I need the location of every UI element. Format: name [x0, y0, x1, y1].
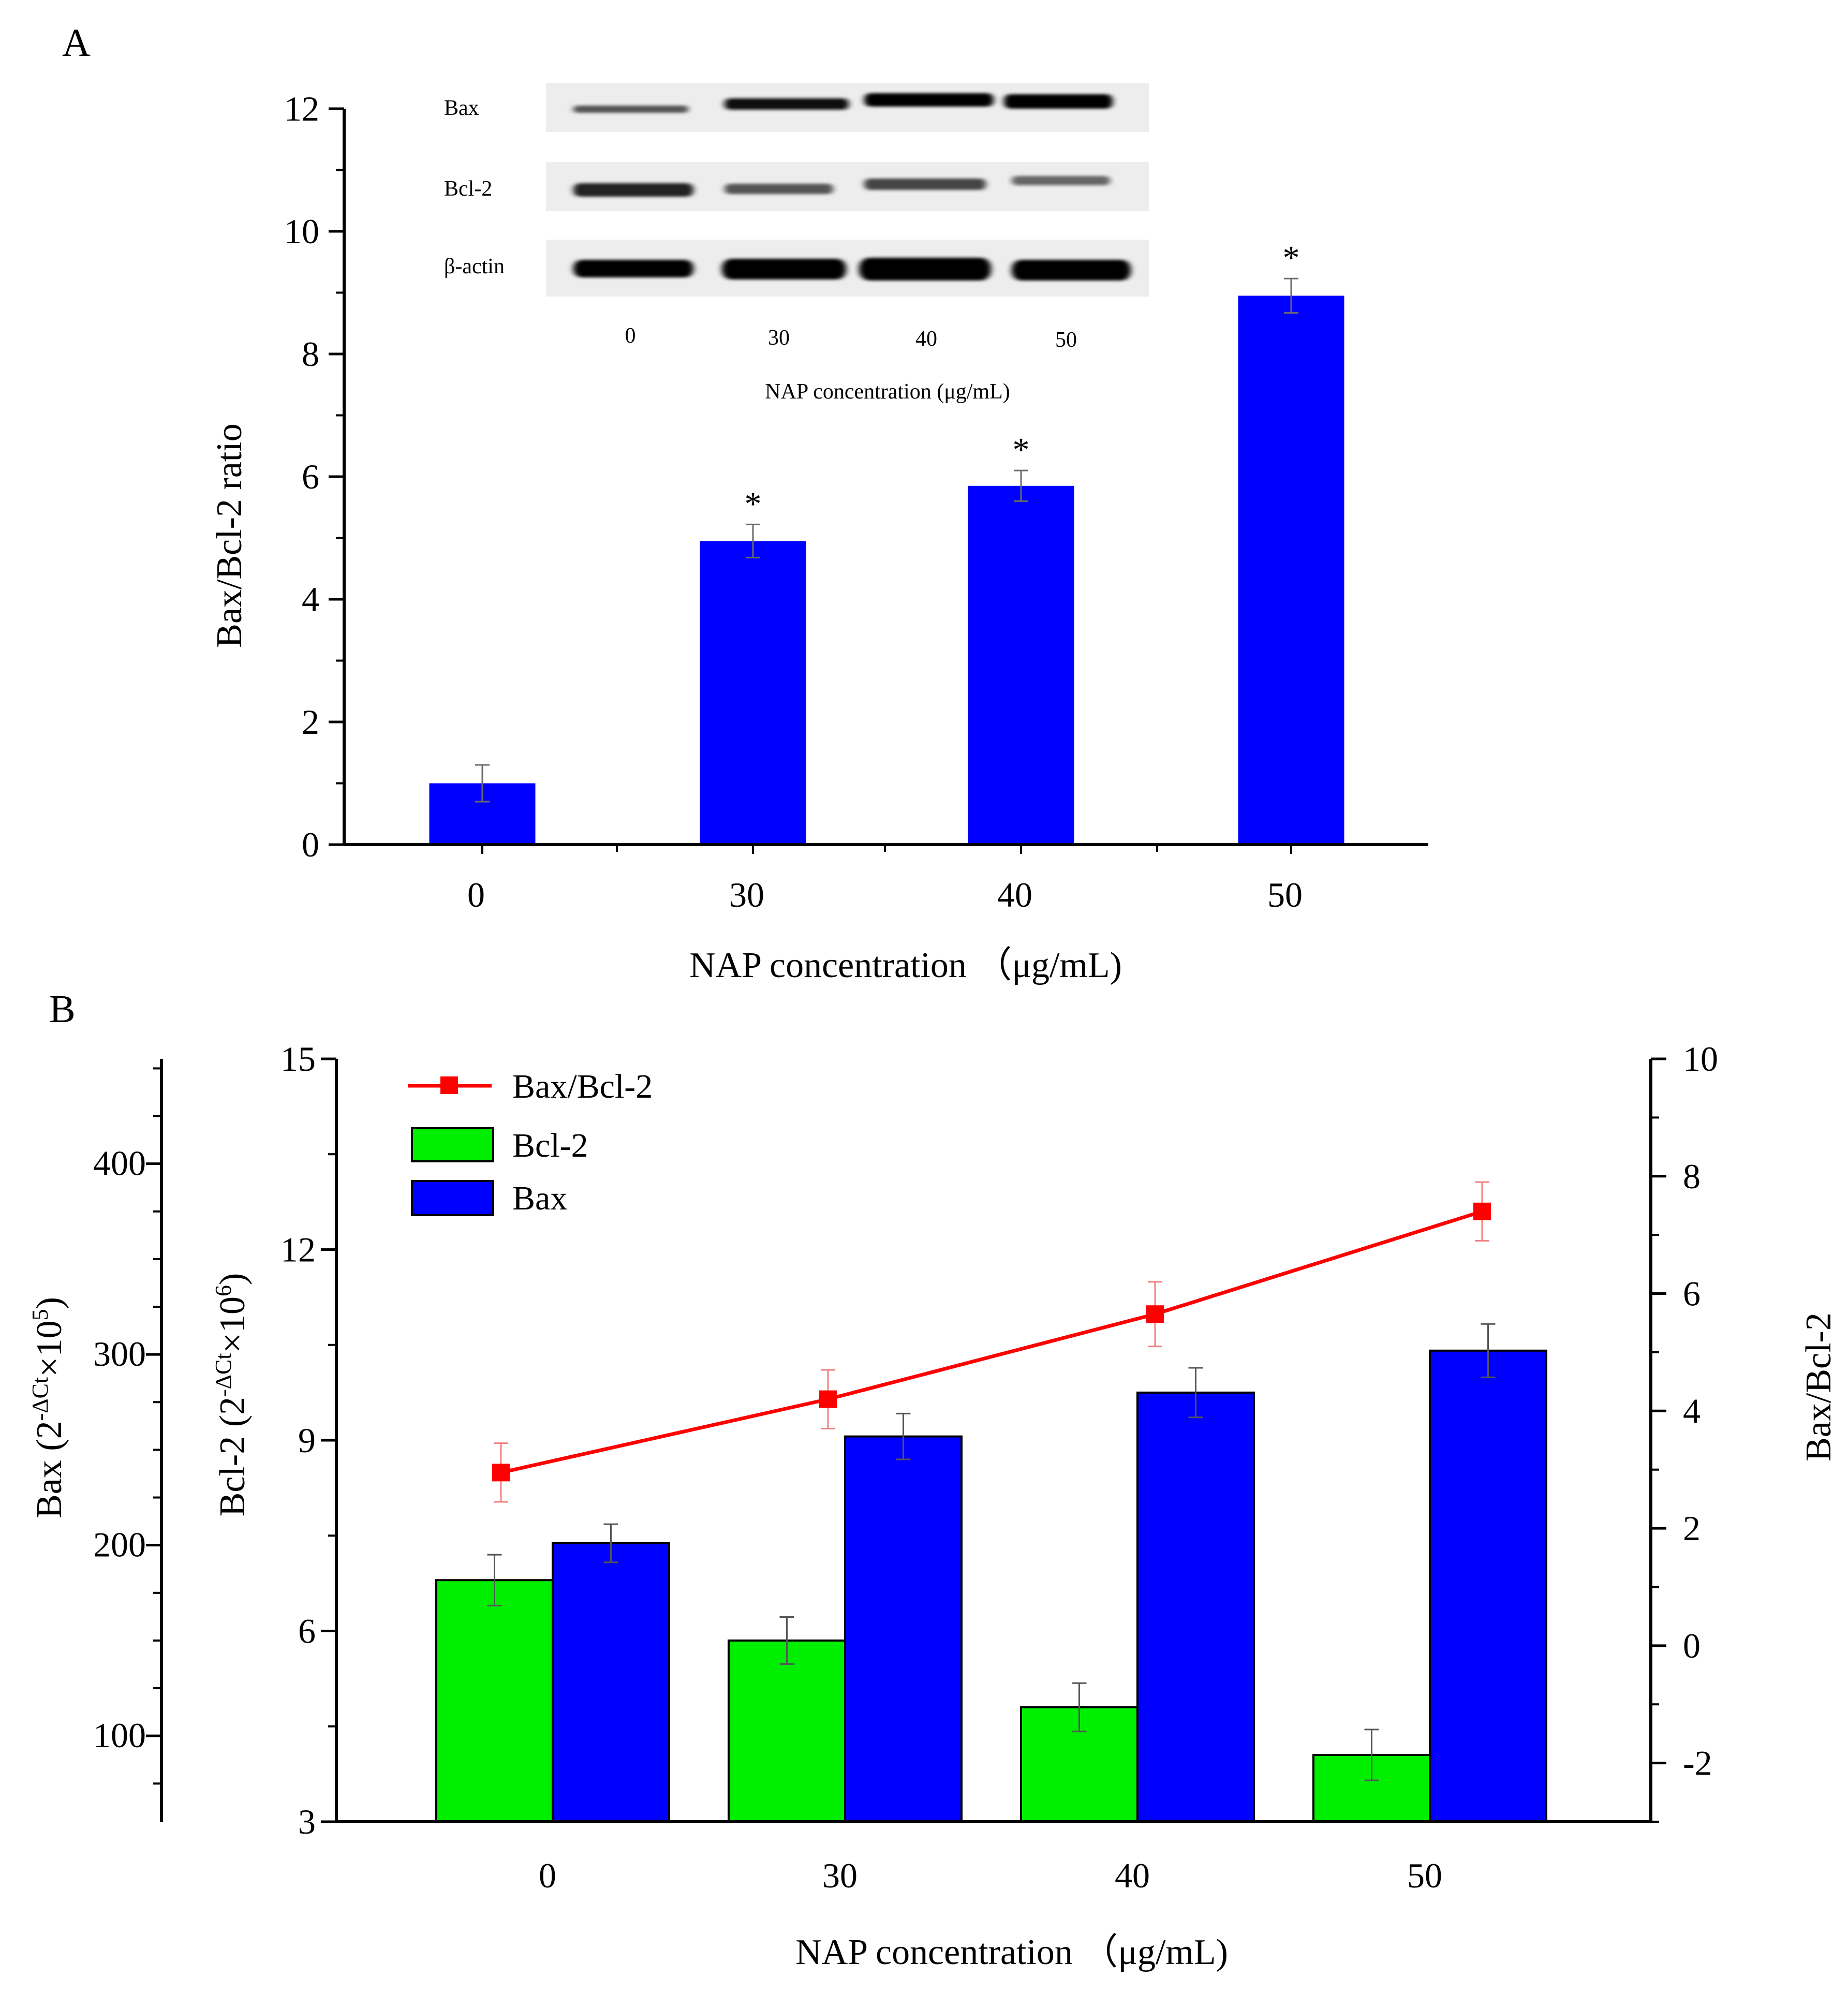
y-tick-label: 2 — [1683, 1509, 1701, 1548]
legend-label-bax: Bax — [512, 1179, 567, 1217]
panel-a-label: A — [62, 21, 91, 65]
blot-band — [573, 260, 693, 277]
x-tick-label: 50 — [1407, 1856, 1442, 1895]
y-tick-label: 9 — [298, 1421, 316, 1460]
y-tick-label: -2 — [1683, 1744, 1712, 1783]
blot-band — [1012, 176, 1110, 185]
panel-b-ratio-line — [492, 1181, 1491, 1503]
bar-bcl2 — [435, 1579, 554, 1823]
significance-star: * — [1283, 239, 1300, 277]
panel-b-ratio-axis-title: Bax/Bcl-2 — [1799, 1312, 1839, 1461]
blot-lane-label: 40 — [915, 327, 937, 351]
panel-b-x-title: NAP concentration （μg/mL) — [795, 1932, 1228, 1972]
panel-a-bars — [429, 296, 1344, 845]
blot-lane-label: 30 — [768, 326, 790, 350]
bar-bcl2 — [728, 1639, 846, 1823]
panel-b-bax-axis-title: Bax (2-ΔCt×105) — [27, 1297, 69, 1518]
y-tick-label: 12 — [280, 1230, 316, 1269]
ratio-point — [819, 1390, 837, 1408]
bar-bax — [1429, 1349, 1547, 1823]
panel-b: B 100 200 300 400 3 6 9 12 15 -2 0 2 4 6 8 10 0 30 40 50… — [27, 987, 1839, 1972]
panel-a-x-axis: 0 30 40 50 — [344, 843, 1428, 914]
panel-b-bars — [435, 1349, 1547, 1823]
y-tick-label: 15 — [280, 1039, 316, 1079]
panel-b-x-axis: 0 30 40 50 — [336, 1820, 1651, 1895]
blot-row-label-bcl2: Bcl-2 — [444, 177, 492, 201]
y-tick-label: 3 — [298, 1802, 316, 1841]
bar-bax — [844, 1435, 963, 1823]
x-tick-label: 0 — [467, 875, 485, 914]
y-tick-label: 0 — [1683, 1626, 1701, 1665]
blot-x-title: NAP concentration (μg/mL) — [765, 380, 1010, 404]
legend-marker-swatch — [440, 1076, 458, 1094]
bar-bax — [552, 1542, 670, 1823]
x-tick-label: 0 — [539, 1856, 556, 1895]
y-tick-label: 6 — [298, 1612, 316, 1651]
y-tick-label: 6 — [302, 457, 319, 496]
blot-band — [859, 258, 991, 281]
y-tick-label: 12 — [284, 89, 319, 128]
ratio-point — [1146, 1305, 1164, 1323]
y-tick-label: 10 — [1683, 1039, 1718, 1079]
panel-a-errorbars — [475, 277, 1298, 803]
y-tick-label: 8 — [302, 334, 319, 374]
blot-band — [722, 259, 846, 279]
panel-b-outer-y-axis: 100 200 300 400 — [93, 1059, 163, 1822]
bar — [968, 485, 1074, 845]
y-tick-label: 4 — [1683, 1391, 1701, 1430]
panel-a-x-title: NAP concentration （μg/mL) — [689, 946, 1122, 985]
legend-bax-swatch — [411, 1180, 494, 1216]
ratio-point — [1473, 1202, 1491, 1220]
blot-band — [864, 179, 986, 190]
blot-band — [725, 184, 833, 194]
y-tick-label: 10 — [284, 212, 319, 251]
blot-band — [864, 93, 994, 107]
panel-b-inner-y-axis: 3 6 9 12 15 — [280, 1039, 338, 1841]
panel-b-errorbars — [487, 1323, 1496, 1781]
panel-a-y-title: Bax/Bcl-2 ratio — [210, 423, 249, 648]
y-tick-label: 4 — [302, 580, 319, 619]
x-tick-label: 50 — [1267, 875, 1303, 914]
y-tick-label: 0 — [302, 825, 319, 864]
y-tick-label: 200 — [93, 1525, 146, 1564]
bar — [700, 541, 806, 845]
y-tick-label: 100 — [93, 1716, 146, 1755]
y-tick-label: 2 — [302, 702, 319, 742]
blot-lane-label: 50 — [1055, 328, 1077, 352]
x-tick-label: 40 — [997, 875, 1032, 914]
y-tick-label: 6 — [1683, 1274, 1701, 1313]
panel-b-label: B — [49, 987, 76, 1031]
blot-band — [1004, 94, 1113, 109]
significance-star: * — [1013, 431, 1030, 469]
blot-band — [573, 183, 693, 197]
y-tick-label: 8 — [1683, 1157, 1701, 1196]
panel-a: A * * * 0 2 4 6 8 10 12 0 30 40 50 NAP concentratio… — [62, 21, 1428, 985]
legend-label-bcl2: Bcl-2 — [512, 1127, 588, 1164]
legend-label-ratio: Bax/Bcl-2 — [512, 1068, 653, 1105]
bar-bax — [1136, 1391, 1255, 1823]
blot-row-label-bax: Bax — [444, 96, 479, 120]
blot-row-label-actin: β-actin — [444, 255, 505, 278]
significance-star: * — [745, 485, 762, 523]
blot-band — [725, 98, 849, 110]
blot-band — [1012, 260, 1131, 281]
panel-b-right-y-axis: -2 0 2 4 6 8 10 — [1649, 1039, 1718, 1823]
blot-band — [573, 106, 688, 113]
panel-b-legend: Bax/Bcl-2 Bcl-2 Bax — [408, 1068, 653, 1217]
legend-bcl2-swatch — [411, 1127, 494, 1162]
panel-a-y-axis: 0 2 4 6 8 10 12 — [284, 89, 346, 864]
x-tick-label: 40 — [1115, 1856, 1150, 1895]
western-blot-inset: Bax Bcl-2 β-actin 0 30 40 50 NAP concent… — [444, 83, 1149, 404]
ratio-point — [492, 1464, 510, 1482]
panel-a-stars: * * * — [745, 239, 1300, 523]
blot-lane-label: 0 — [625, 324, 636, 348]
y-tick-label: 400 — [93, 1144, 146, 1183]
x-tick-label: 30 — [729, 875, 764, 914]
x-tick-label: 30 — [822, 1856, 858, 1895]
panel-b-bcl2-axis-title: Bcl-2 (2-ΔCt×106) — [211, 1273, 253, 1517]
y-tick-label: 300 — [93, 1334, 146, 1374]
bar — [1238, 296, 1344, 845]
ratio-line — [500, 1209, 1483, 1474]
